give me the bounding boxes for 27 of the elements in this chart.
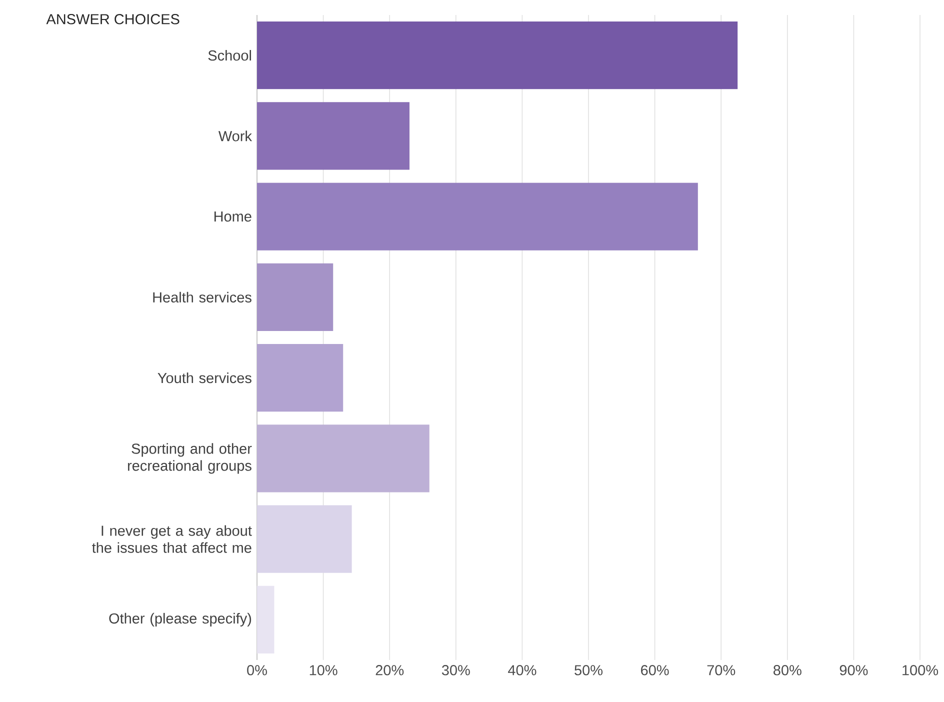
x-tick-label: 0% xyxy=(247,665,267,676)
y-tick-label: Work xyxy=(218,130,252,142)
x-tick-label: 100% xyxy=(902,665,938,676)
x-tick-label: 80% xyxy=(774,665,802,676)
x-tick-label: 60% xyxy=(641,665,669,676)
bar xyxy=(257,586,274,654)
bar xyxy=(257,263,334,332)
bar xyxy=(257,344,344,412)
y-tick-label: Youth services xyxy=(158,372,252,384)
x-tick-label: 30% xyxy=(442,665,470,676)
bar xyxy=(257,102,410,170)
x-tick-label: 90% xyxy=(840,665,868,676)
bar xyxy=(257,424,430,492)
bar xyxy=(257,21,738,90)
x-tick-label: 20% xyxy=(376,665,404,676)
y-tick-label: Health services xyxy=(153,292,252,303)
y-tick-label: Home xyxy=(214,212,252,222)
x-tick-label: 70% xyxy=(707,665,736,676)
x-tick-label: 10% xyxy=(310,665,338,676)
y-tick-label: School xyxy=(208,50,251,61)
y-tick-label: Sporting and other recreational groups xyxy=(128,443,252,474)
x-tick-label: 40% xyxy=(508,665,536,676)
y-tick-label: I never get a say about the issues that affect me xyxy=(92,525,252,553)
bar xyxy=(257,182,698,250)
y-tick-label: Other (please specify) xyxy=(109,612,252,626)
x-tick-label: 50% xyxy=(574,665,603,676)
y-axis-title: ANSWER CHOICES xyxy=(46,14,180,24)
